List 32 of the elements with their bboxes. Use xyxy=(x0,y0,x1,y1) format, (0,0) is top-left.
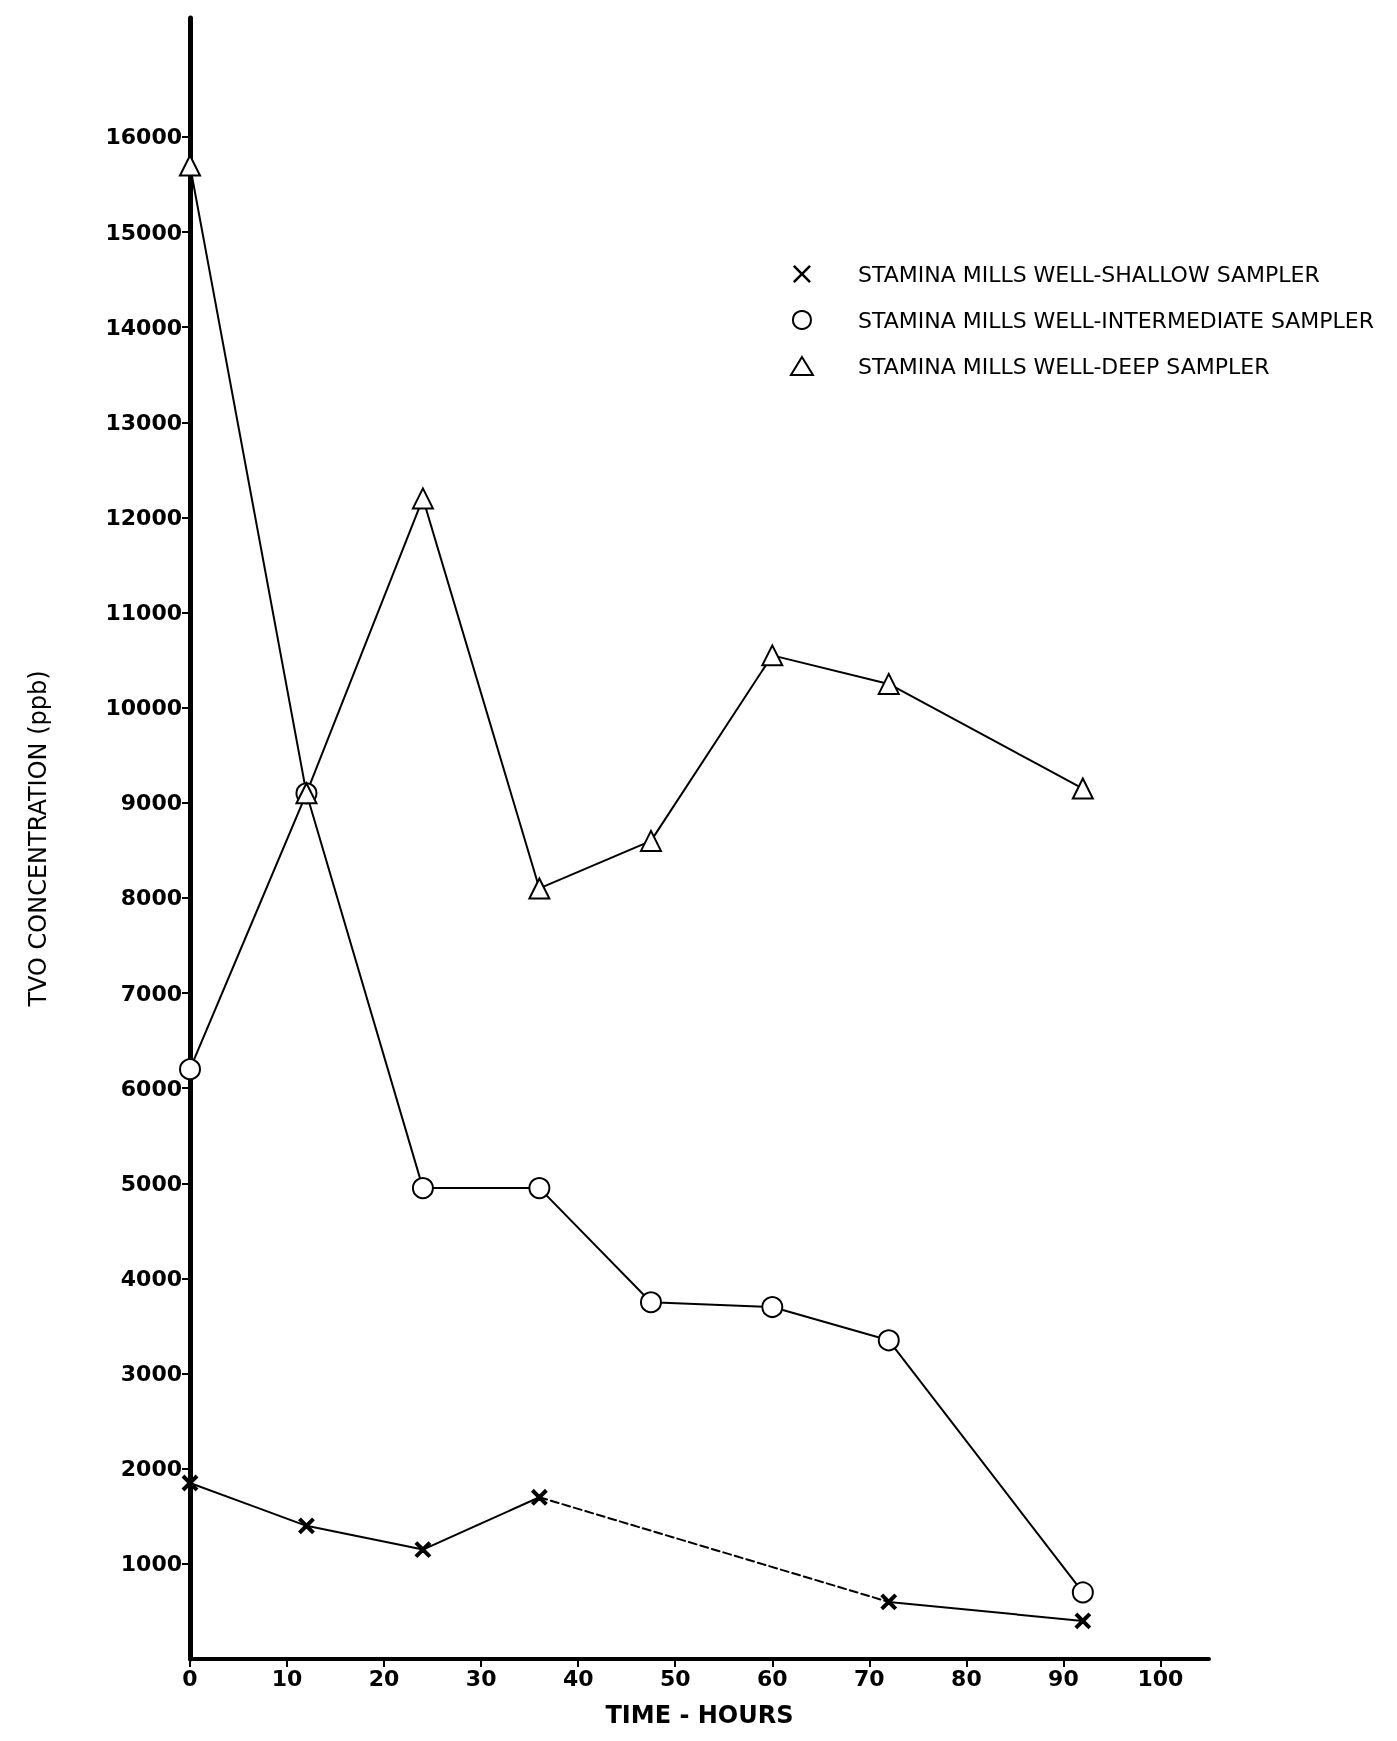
y-tick-label: 10000 xyxy=(105,695,182,721)
y-tick-label: 2000 xyxy=(120,1456,182,1482)
y-tick-label: 5000 xyxy=(120,1170,182,1196)
y-tick-label: 6000 xyxy=(120,1075,182,1101)
x-tick-label: 100 xyxy=(1137,1665,1184,1691)
y-tick-label: 1000 xyxy=(120,1551,182,1577)
x-tick-label: 80 xyxy=(951,1665,982,1691)
x-tick-label: 60 xyxy=(756,1665,788,1691)
y-tick-label: 13000 xyxy=(105,409,182,435)
x-tick-label: 40 xyxy=(562,1665,594,1691)
y-tick-label: 4000 xyxy=(120,1265,182,1291)
legend-label: STAMINA MILLS WELL-INTERMEDIATE SAMPLER xyxy=(857,307,1374,333)
x-tick-label: 10 xyxy=(271,1665,303,1691)
y-tick-label: 16000 xyxy=(105,124,182,150)
x-tick-label: 70 xyxy=(854,1665,885,1691)
x-tick-label: 50 xyxy=(659,1665,691,1691)
y-tick-label: 15000 xyxy=(105,219,182,245)
legend-label: STAMINA MILLS WELL-SHALLOW SAMPLER xyxy=(857,261,1320,287)
x-tick-label: 30 xyxy=(465,1665,497,1691)
x-axis-title: TIME - HOURS xyxy=(605,1701,794,1729)
y-axis-title: TVO CONCENTRATION (ppb) xyxy=(24,670,52,1008)
y-tick-label: 7000 xyxy=(120,980,182,1006)
legend-label: STAMINA MILLS WELL-DEEP SAMPLER xyxy=(857,353,1270,379)
y-tick-label: 3000 xyxy=(120,1361,182,1387)
y-tick-label: 8000 xyxy=(120,885,182,911)
y-tick-label: 14000 xyxy=(105,314,182,340)
x-tick-label: 0 xyxy=(182,1665,198,1691)
x-tick-label: 20 xyxy=(368,1665,400,1691)
y-tick-label: 9000 xyxy=(120,790,182,816)
x-tick-label: 90 xyxy=(1048,1665,1079,1691)
y-tick-label: 11000 xyxy=(105,600,182,626)
y-tick-label: 12000 xyxy=(105,504,182,530)
